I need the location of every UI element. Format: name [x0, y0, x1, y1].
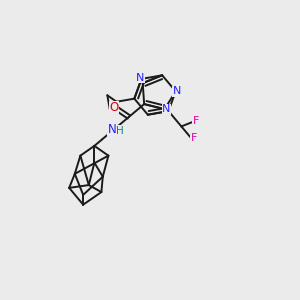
Text: F: F: [191, 133, 197, 143]
Text: N: N: [172, 86, 181, 96]
Text: O: O: [109, 101, 119, 114]
Text: N: N: [136, 73, 145, 83]
Text: N: N: [108, 123, 116, 136]
Text: F: F: [193, 116, 199, 126]
Text: N: N: [162, 104, 171, 114]
Text: H: H: [116, 125, 124, 136]
